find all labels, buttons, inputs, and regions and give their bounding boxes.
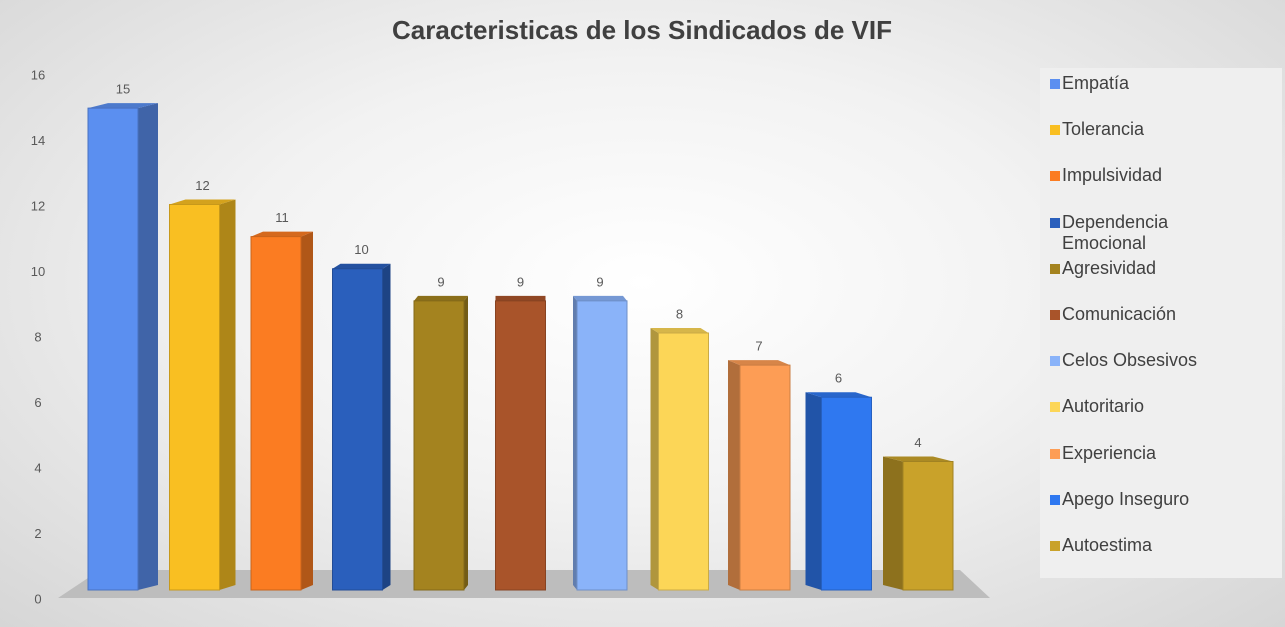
bar-top xyxy=(251,231,313,237)
bar-top xyxy=(169,199,236,205)
legend-swatch xyxy=(1050,263,1060,274)
data-label: 8 xyxy=(676,306,683,321)
bar xyxy=(495,300,546,591)
legend-label: Autoritario xyxy=(1062,396,1145,417)
bar-side xyxy=(650,328,659,590)
data-label: 4 xyxy=(914,435,921,450)
bar xyxy=(658,332,709,591)
data-label: 6 xyxy=(835,371,842,386)
legend-label: Autoestima xyxy=(1062,535,1153,555)
legend-label: Celos Obsesivos xyxy=(1062,350,1198,371)
y-tick-label: 4 xyxy=(34,460,41,475)
chart-title: Caracteristicas de los Sindicados de VIF xyxy=(392,15,892,45)
legend-label: Tolerancia xyxy=(1062,119,1145,140)
legend-item: Comunicación xyxy=(1050,304,1242,325)
bar-side xyxy=(301,231,313,590)
legend-swatch xyxy=(1050,171,1060,182)
legend-item: Dependencia Emocional xyxy=(1050,211,1242,254)
legend-item: Apego Inseguro xyxy=(1050,488,1242,510)
bar-side xyxy=(464,295,468,590)
legend-label: Apego Inseguro xyxy=(1062,488,1190,509)
bar-top xyxy=(414,295,468,301)
bar-top xyxy=(88,103,158,109)
y-tick-label: 10 xyxy=(31,264,45,279)
legend-swatch xyxy=(1050,402,1060,413)
bar xyxy=(169,204,220,591)
legend-item: Impulsividad xyxy=(1050,165,1242,186)
legend-swatch xyxy=(1050,310,1060,320)
legend-item: Empatía xyxy=(1050,73,1242,94)
bar-top xyxy=(728,360,790,366)
y-tick-label: 2 xyxy=(34,526,41,541)
bar-side xyxy=(883,456,903,590)
legend-item: Experiencia xyxy=(1050,442,1242,464)
bar-side xyxy=(382,263,391,590)
legend-label: Agresividad xyxy=(1062,257,1157,278)
y-tick-label: 12 xyxy=(31,198,45,213)
legend-swatch xyxy=(1050,541,1060,551)
bar-side xyxy=(219,199,236,590)
bar xyxy=(739,364,791,591)
data-label: 10 xyxy=(354,242,368,257)
data-label: 15 xyxy=(116,82,130,97)
data-label: 7 xyxy=(755,339,762,354)
bar xyxy=(250,236,302,591)
legend-item: Autoritario xyxy=(1050,396,1242,417)
bar-side xyxy=(573,295,577,590)
y-tick-label: 6 xyxy=(34,395,41,410)
bar xyxy=(332,268,383,591)
legend-item: Autoestima xyxy=(1050,535,1242,556)
bar-top xyxy=(495,295,546,301)
y-tick-label: 14 xyxy=(31,133,45,148)
bar-top xyxy=(805,392,872,398)
legend-swatch xyxy=(1050,494,1060,505)
legend-swatch xyxy=(1050,79,1060,89)
legend-item: Tolerancia xyxy=(1050,119,1242,140)
bar-top xyxy=(883,456,953,462)
legend-swatch xyxy=(1050,125,1060,136)
legend-swatch xyxy=(1050,356,1060,367)
data-label: 9 xyxy=(596,274,603,289)
bar-side xyxy=(138,103,158,590)
bar xyxy=(821,396,872,591)
legend-label: Empatía xyxy=(1062,73,1130,93)
legend-item: Celos Obsesivos xyxy=(1050,350,1242,371)
legend-label: Dependencia Emocional xyxy=(1062,211,1169,253)
bar-side xyxy=(805,392,822,590)
y-tick-label: 8 xyxy=(34,329,41,344)
bar xyxy=(87,107,139,591)
data-label: 12 xyxy=(195,178,209,193)
data-label: 9 xyxy=(437,274,444,289)
y-tick-label: 16 xyxy=(31,67,45,82)
y-tick-label: 0 xyxy=(34,591,41,606)
bar-side xyxy=(728,360,740,590)
legend-swatch xyxy=(1050,217,1060,228)
data-label: 9 xyxy=(517,274,524,289)
legend-label: Impulsividad xyxy=(1062,165,1163,186)
legend-item: Agresividad xyxy=(1050,257,1242,279)
bar xyxy=(576,300,628,591)
bar xyxy=(902,461,954,591)
legend-label: Experiencia xyxy=(1062,442,1157,463)
bar-top xyxy=(332,263,391,269)
legend-swatch xyxy=(1050,448,1060,459)
bar xyxy=(413,300,465,591)
bar-top xyxy=(650,328,709,333)
data-label: 11 xyxy=(275,210,289,225)
legend-label: Comunicación xyxy=(1062,304,1177,324)
legend: Empatía Tolerancia Impulsividad Dependencia… xyxy=(1040,68,1282,578)
bar-top xyxy=(573,295,627,301)
